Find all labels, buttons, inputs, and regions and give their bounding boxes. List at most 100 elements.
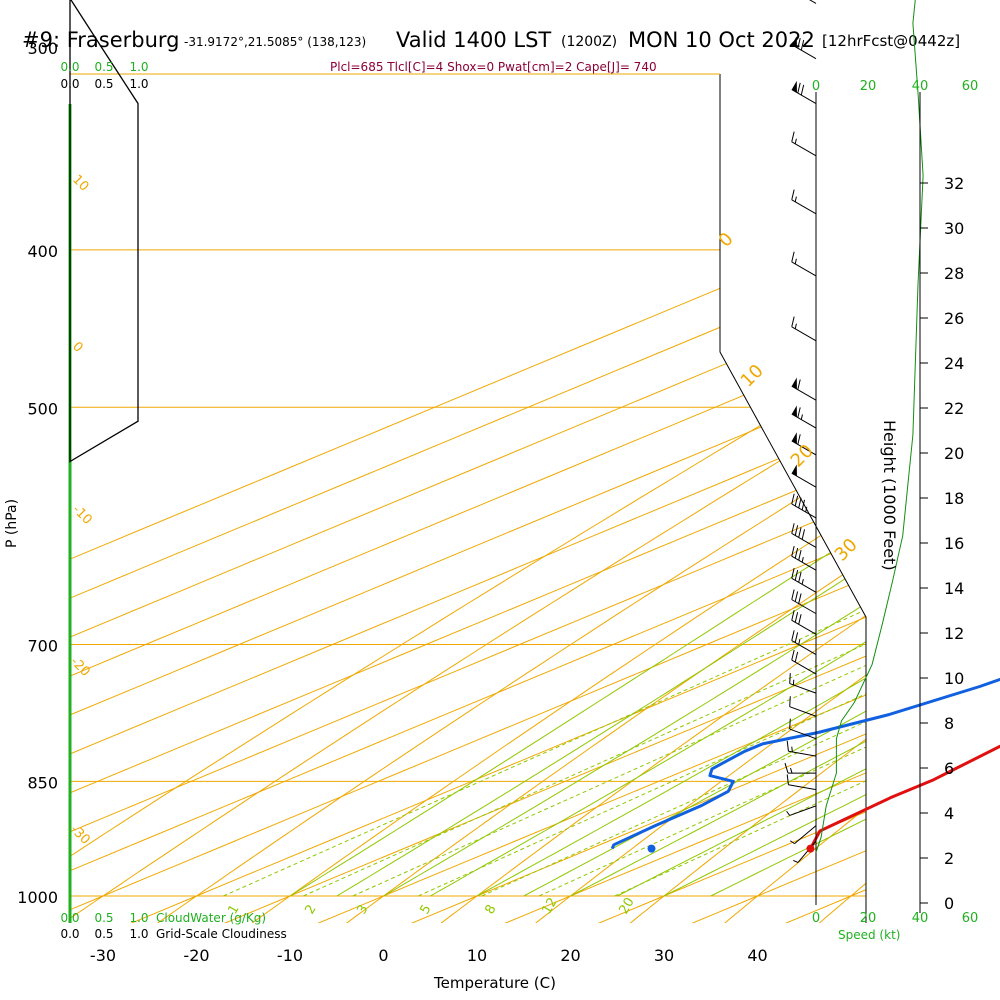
wind-barb [791,189,817,215]
wind-barb [791,432,817,456]
isotherm-line [70,74,866,923]
height-tick-label: 0 [944,894,954,913]
wind-barb [789,673,817,694]
pressure-tick-label: 500 [27,399,58,418]
height-tick-label: 8 [944,714,954,733]
dry-adiabat-line [431,74,866,923]
moist-adiabat-line [430,74,866,897]
temperature-tick-label: 40 [747,946,767,965]
cloudiness-tick-top: 0.5 [94,77,113,91]
isotherm-label: 20 [787,440,818,471]
wind-speed-profile [815,0,924,853]
height-tick-label: 4 [944,804,954,823]
isotherm-line [70,74,866,923]
height-axis-label: Height (1000 Feet) [880,420,899,571]
valid-time-utc: (1200Z) [561,34,618,50]
speed-tick-top: 0 [812,79,820,94]
height-tick-label: 30 [944,219,964,238]
isotherm-label: 0 [715,229,738,252]
temperature-tick-label: 10 [467,946,487,965]
pressure-tick-label: 300 [27,39,58,58]
speed-tick-bottom: 40 [912,911,929,926]
pressure-tick-label: 1000 [17,888,58,907]
cloudiness-tick-top: 0.0 [60,77,79,91]
isotherm-line [70,74,866,923]
temperature-tick-label: -10 [277,946,303,965]
moist-adiabat-line [289,74,866,897]
cloud-profile [69,0,139,463]
wind-barb [791,545,817,571]
pressure-tick-label: 400 [27,242,58,261]
station-title: #9: Fraserburg [22,28,180,52]
wind-barb [789,696,817,717]
mixing-ratio-line [481,249,866,897]
moist-adiabat-line [617,74,866,897]
cloudiness-tick-bottom: 0.5 [94,927,113,941]
cloudwater-tick-top: 0.0 [60,60,79,74]
isotherm-line [487,74,866,923]
wind-barb [789,718,817,740]
height-tick-label: 6 [944,759,954,778]
speed-tick-top: 20 [860,79,877,94]
isotherm-line [70,74,866,923]
isotherm-line [70,74,866,923]
height-tick-label: 20 [944,444,964,463]
mixing-ratio-label: 2 [302,902,319,917]
height-tick-label: 12 [944,624,964,643]
wind-barb [791,464,817,488]
wind-barb [809,0,817,4]
wind-barb [791,630,817,655]
height-tick-label: 18 [944,489,964,508]
height-tick-label: 22 [944,399,964,418]
height-tick-label: 24 [944,354,964,373]
cloudiness-line [69,0,139,463]
speed-tick-top: 40 [912,79,929,94]
dry-adiabat-label: 0 [69,339,85,355]
height-tick-label: 28 [944,264,964,283]
cloudwater-label: CloudWater (g/Kg) [156,911,266,925]
temperature-tick-label: -20 [183,946,209,965]
cloudiness-tick-bottom: 0.0 [60,927,79,941]
cloudwater-tick-top: 1.0 [129,60,148,74]
speed-tick-bottom: 0 [812,911,820,926]
speed-tick-bottom: 20 [860,911,877,926]
isotherm-line [70,74,866,923]
isotherm-line [674,74,866,923]
surface-temperature-marker [806,844,815,853]
cloudwater-tick-bottom: 0.0 [60,911,79,925]
wind-barb [786,740,817,757]
mixing-ratio-label: 20 [616,895,637,917]
wind-barb [791,36,817,60]
wind-barb [791,589,817,615]
wind-barb [786,774,817,791]
isotherm-line [70,74,866,923]
dry-adiabat-line [715,74,866,923]
moist-adiabat-line [383,74,866,897]
mixing-ratio-line [223,249,866,897]
wind-barb [791,405,817,429]
forecast-info: [12hrFcst@0442z] [822,32,961,50]
wind-barb [791,523,817,548]
speed-label: Speed (kt) [838,928,900,942]
wind-barb [786,805,817,816]
cloudiness-label: Grid-Scale Cloudiness [156,927,287,941]
isotherm-line [300,74,866,923]
wind-barb [789,825,817,845]
wind-barb [791,649,817,675]
height-tick-label: 16 [944,534,964,553]
wind-barb [791,377,817,401]
moist-adiabat-line [336,74,866,897]
surface-dewpoint-marker [647,844,656,853]
x-axis-label: Temperature (C) [433,974,556,992]
isotherm-line [394,74,866,923]
temperature-line [809,744,1000,850]
axis-labels: 1235812200102030100-10-20-30250300400500… [17,39,979,965]
cloudiness-tick-top: 1.0 [129,77,148,91]
wind-barb [791,80,817,104]
isotherm-line [113,74,866,923]
isotherm-line [581,74,866,923]
speed-tick-top: 60 [962,79,979,94]
temperature-tick-label: -30 [90,946,116,965]
